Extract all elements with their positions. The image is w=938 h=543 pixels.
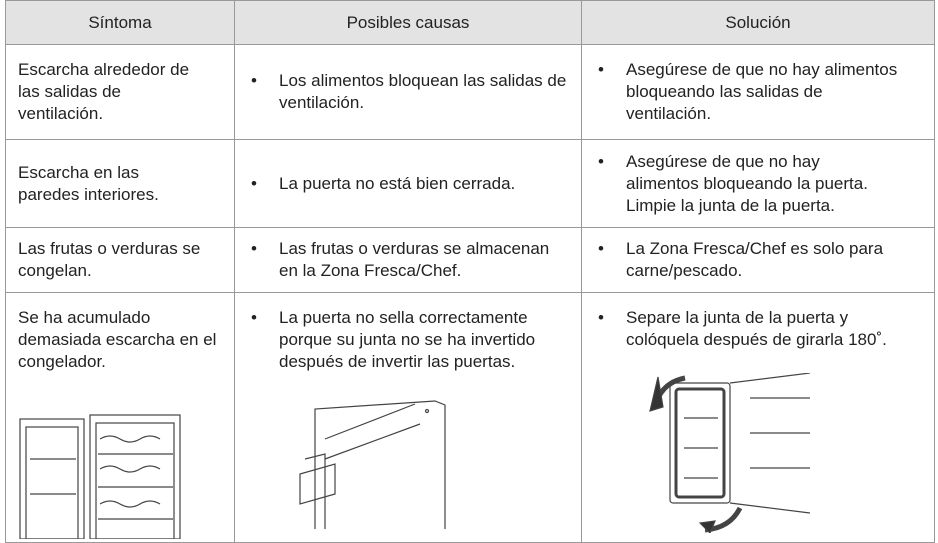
text: Escarcha alrededor de las salidas de ven… xyxy=(18,60,190,123)
cause: La puerta no está bien cerrada. xyxy=(234,139,582,228)
bullet-text: La Zona Fresca/Chef es solo para carne/p… xyxy=(592,238,924,282)
bullet-text: La puerta no sella correctamente porque … xyxy=(245,307,571,373)
text: Se ha acumulado demasiada escarcha en el… xyxy=(18,308,217,371)
symptom: Escarcha en las paredes interiores. xyxy=(5,139,235,228)
header-cell: Posibles causas xyxy=(234,0,582,45)
solution: Asegúrese de que no hay alimentos bloque… xyxy=(581,139,935,228)
row: Se ha acumulado demasiada escarcha en el… xyxy=(5,292,935,543)
row: Escarcha en las paredes interiores. La p… xyxy=(5,139,935,228)
symptom: Se ha acumulado demasiada escarcha en el… xyxy=(5,292,235,543)
solution: Separe la junta de la puerta y colóquela… xyxy=(581,292,935,543)
bullet-text: La puerta no está bien cerrada. xyxy=(245,173,571,195)
header-cell: Síntoma xyxy=(5,0,235,45)
cause: Los alimentos bloquean las salidas de ve… xyxy=(234,44,582,140)
cause: La puerta no sella correctamente porque … xyxy=(234,292,582,543)
bullet-text: Separe la junta de la puerta y colóquela… xyxy=(592,307,924,351)
row: Las frutas o verduras se congelan. Las f… xyxy=(5,227,935,293)
header-row: Síntoma Posibles causas Solución xyxy=(5,0,935,45)
troubleshooting-table: Síntoma Posibles causas Solución Escarch… xyxy=(5,0,935,543)
symptom: Las frutas o verduras se congelan. xyxy=(5,227,235,293)
row: Escarcha alrededor de las salidas de ven… xyxy=(5,44,935,140)
cause: Las frutas o verduras se almacenan en la… xyxy=(234,227,582,293)
header-cell: Solución xyxy=(581,0,935,45)
text: Escarcha en las paredes interiores. xyxy=(18,162,159,204)
freezer-illustration xyxy=(19,414,181,539)
symptom: Escarcha alrededor de las salidas de ven… xyxy=(5,44,235,140)
table: Síntoma Posibles causas Solución Escarch… xyxy=(5,0,935,543)
text: Las frutas o verduras se congelan. xyxy=(18,239,201,280)
bullet-text: Las frutas o verduras se almacenan en la… xyxy=(245,238,571,282)
gasket-illustration xyxy=(649,373,810,533)
bullet-text: Los alimentos bloquean las salidas de ve… xyxy=(245,70,571,114)
bullet-text: Asegúrese de que no hay alimentos bloque… xyxy=(592,151,924,217)
solution: Asegúrese de que no hay alimentos bloque… xyxy=(581,44,935,140)
door-illustration xyxy=(299,400,446,529)
solution: La Zona Fresca/Chef es solo para carne/p… xyxy=(581,227,935,293)
bullet-text: Asegúrese de que no hay alimentos bloque… xyxy=(592,59,924,125)
